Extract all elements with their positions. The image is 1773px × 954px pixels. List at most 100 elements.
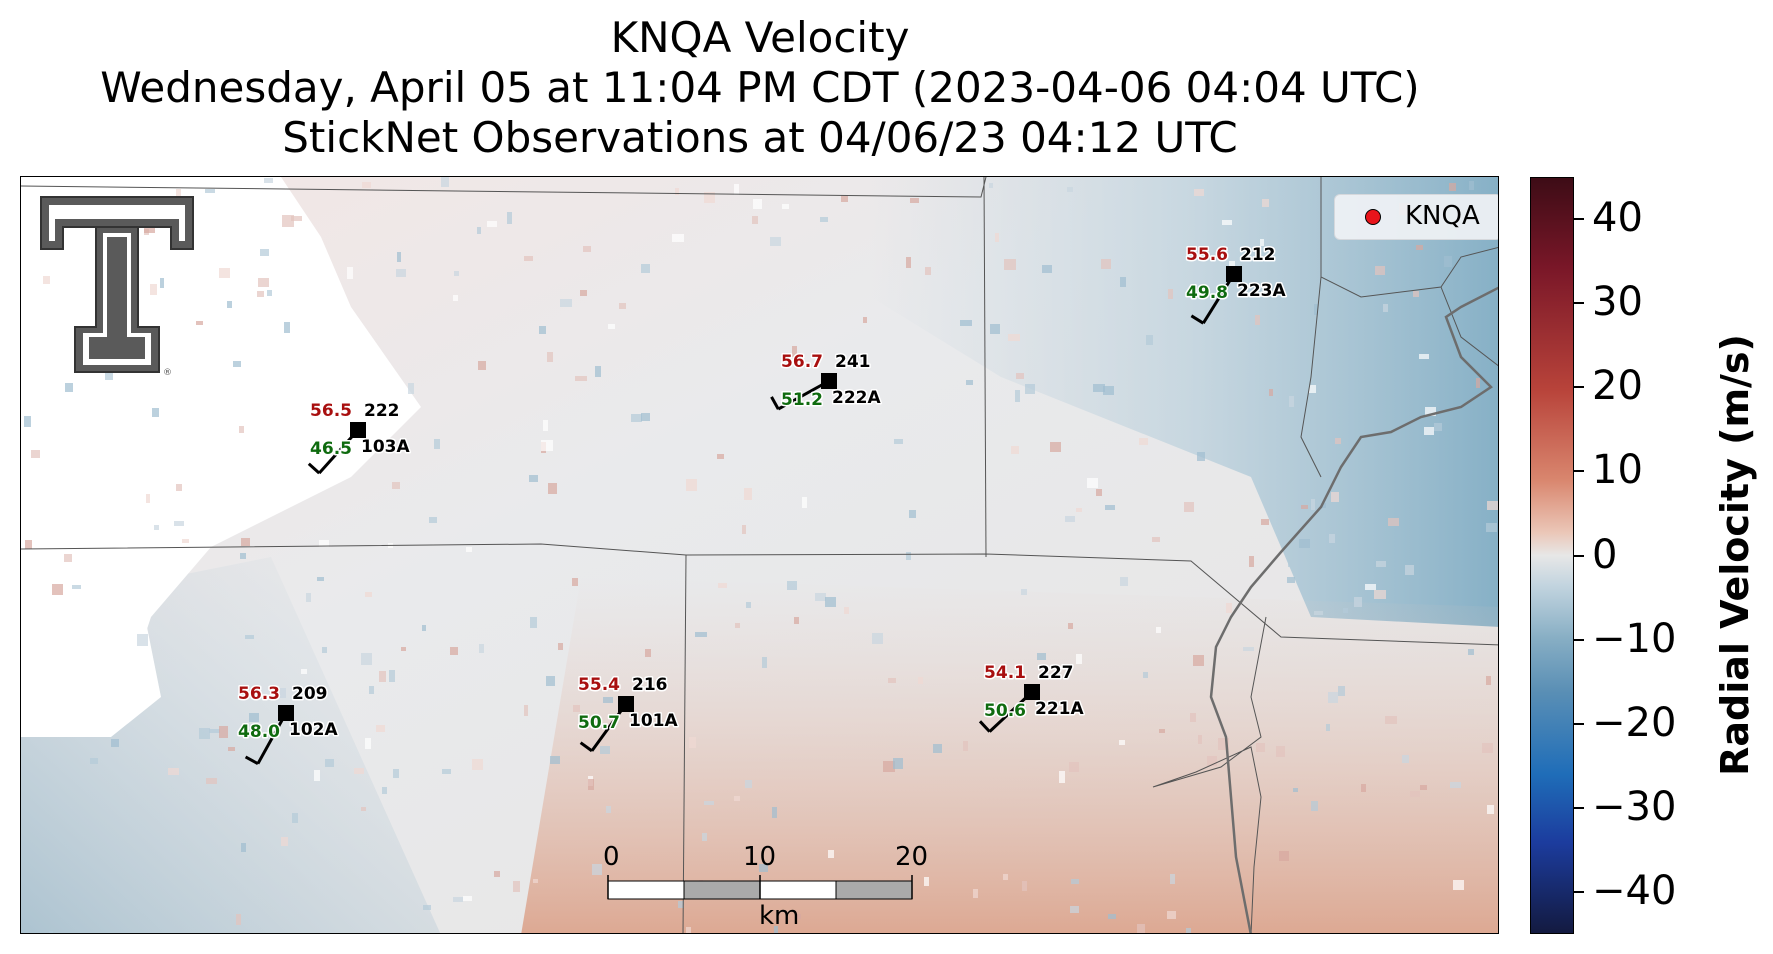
radar-map: 56.5 222 46.5 103A 56.7 241 51.2 222A 55.6 212 49.… — [21, 177, 1499, 933]
radar-site-marker-icon — [1365, 209, 1381, 225]
velocity-pixel — [1476, 378, 1480, 388]
velocity-pixel — [331, 364, 338, 370]
velocity-pixel — [686, 927, 691, 933]
station-marker — [1226, 266, 1242, 282]
velocity-pixel — [1022, 881, 1027, 891]
velocity-pixel — [1498, 188, 1499, 194]
velocity-pixel — [152, 408, 159, 417]
velocity-pixel — [401, 647, 406, 651]
sticknet-stations: 56.5 222 46.5 103A 56.7 241 51.2 222A 55.6 212 49.… — [237, 244, 1288, 766]
velocity-pixel — [1276, 746, 1285, 757]
velocity-pixel — [306, 593, 311, 602]
velocity-pixel — [1449, 183, 1456, 191]
station-dewpoint: 46.5 — [310, 439, 352, 459]
velocity-pixel — [389, 670, 395, 682]
station-103A[interactable]: 56.5 222 46.5 103A — [307, 400, 412, 475]
velocity-pixel — [1070, 906, 1079, 913]
velocity-pixel — [241, 538, 250, 546]
velocity-pixel — [1374, 590, 1386, 599]
no-data-area-southwest — [21, 597, 161, 737]
velocity-pixel — [1101, 259, 1111, 269]
velocity-pixel — [150, 284, 157, 295]
colorbar-tick-mark — [1574, 806, 1584, 809]
velocity-pixel — [989, 183, 993, 188]
velocity-pixel — [1450, 782, 1461, 788]
colorbar-tick-label: −20 — [1592, 699, 1677, 746]
velocity-pixel — [815, 593, 826, 601]
velocity-pixel — [196, 321, 203, 325]
svg-text:®: ® — [163, 368, 172, 378]
station-temperature: 55.6 — [1186, 245, 1228, 265]
velocity-pixel — [319, 540, 329, 547]
velocity-pixel — [960, 320, 972, 326]
velocity-pixel — [533, 879, 538, 883]
radar-map-panel[interactable]: 56.5 222 46.5 103A 56.7 241 51.2 222A 55.6 212 49.… — [20, 176, 1499, 934]
velocity-pixel — [600, 746, 610, 754]
velocity-pixel — [792, 346, 797, 357]
velocity-pixel — [1186, 928, 1191, 933]
station-dewpoint: 48.0 — [238, 722, 280, 742]
wind-barb-staff — [777, 379, 830, 411]
station-221A[interactable]: 54.1 227 50.6 221A — [978, 662, 1086, 733]
velocity-pixel — [423, 905, 431, 910]
velocity-pixel — [176, 189, 181, 199]
velocity-pixel — [105, 372, 113, 380]
velocity-pixel — [1139, 438, 1148, 445]
velocity-pixel — [1255, 315, 1260, 325]
velocity-pixel — [1059, 771, 1065, 783]
velocity-pixel — [1137, 924, 1145, 933]
colorbar-tick-label: 40 — [1592, 195, 1643, 242]
velocity-pixel — [1402, 755, 1409, 763]
velocity-pixel — [90, 758, 98, 764]
velocity-pixel — [249, 713, 259, 722]
velocity-pixel — [752, 216, 758, 224]
velocity-pixel — [1193, 655, 1204, 666]
outbound-velocity-region — [521, 577, 1498, 933]
velocity-pixel — [753, 199, 762, 209]
velocity-pixel — [258, 278, 269, 287]
station-temperature: 56.5 — [310, 401, 352, 421]
map-legend: KNQA — [1334, 194, 1498, 240]
velocity-pixel — [702, 833, 707, 841]
velocity-pixel — [219, 726, 228, 738]
velocity-pixel — [872, 633, 883, 644]
velocity-pixel — [746, 602, 751, 608]
velocity-pixel — [1419, 354, 1429, 359]
station-101A[interactable]: 55.4 216 50.7 101A — [577, 674, 680, 753]
velocity-pixel — [595, 366, 601, 377]
velocity-pixel — [933, 744, 942, 753]
velocity-pixel — [1146, 335, 1153, 345]
velocity-pixel — [841, 195, 848, 202]
colorbar-tick-label: −40 — [1592, 867, 1677, 914]
station-temperature: 55.4 — [578, 675, 620, 695]
station-temperature: 54.1 — [984, 663, 1026, 683]
velocity-pixel — [1321, 503, 1326, 508]
station-wind-direction: 216 — [632, 675, 668, 695]
texas-tech-double-t-logo: ® — [40, 196, 194, 378]
velocity-pixel — [546, 676, 555, 686]
velocity-pixel — [906, 552, 911, 560]
velocity-pixel — [1152, 537, 1160, 542]
velocity-pixel — [1376, 561, 1386, 567]
velocity-pixel — [1218, 738, 1229, 750]
velocity-pixel — [245, 635, 254, 639]
velocity-pixel — [235, 337, 243, 342]
wind-barb-flag — [1190, 314, 1205, 325]
velocity-pixel — [1156, 627, 1161, 633]
velocity-pixel — [463, 896, 472, 901]
station-dewpoint: 50.6 — [984, 701, 1026, 721]
velocity-pixel — [1486, 523, 1497, 532]
velocity-pixel — [1207, 756, 1217, 766]
velocity-pixel — [52, 584, 63, 595]
velocity-pixel — [361, 807, 366, 811]
station-222A[interactable]: 56.7 241 51.2 222A — [770, 351, 883, 412]
station-223A[interactable]: 55.6 212 49.8 223A — [1185, 244, 1288, 325]
velocity-pixel — [1299, 539, 1310, 548]
velocity-pixel — [717, 454, 724, 459]
velocity-pixel — [1328, 692, 1338, 703]
velocity-pixel — [1420, 785, 1427, 790]
velocity-pixel — [1383, 304, 1388, 312]
velocity-pixel — [507, 212, 512, 224]
station-102A[interactable]: 56.3 209 48.0 102A — [237, 683, 340, 766]
velocity-pixel — [441, 177, 449, 187]
